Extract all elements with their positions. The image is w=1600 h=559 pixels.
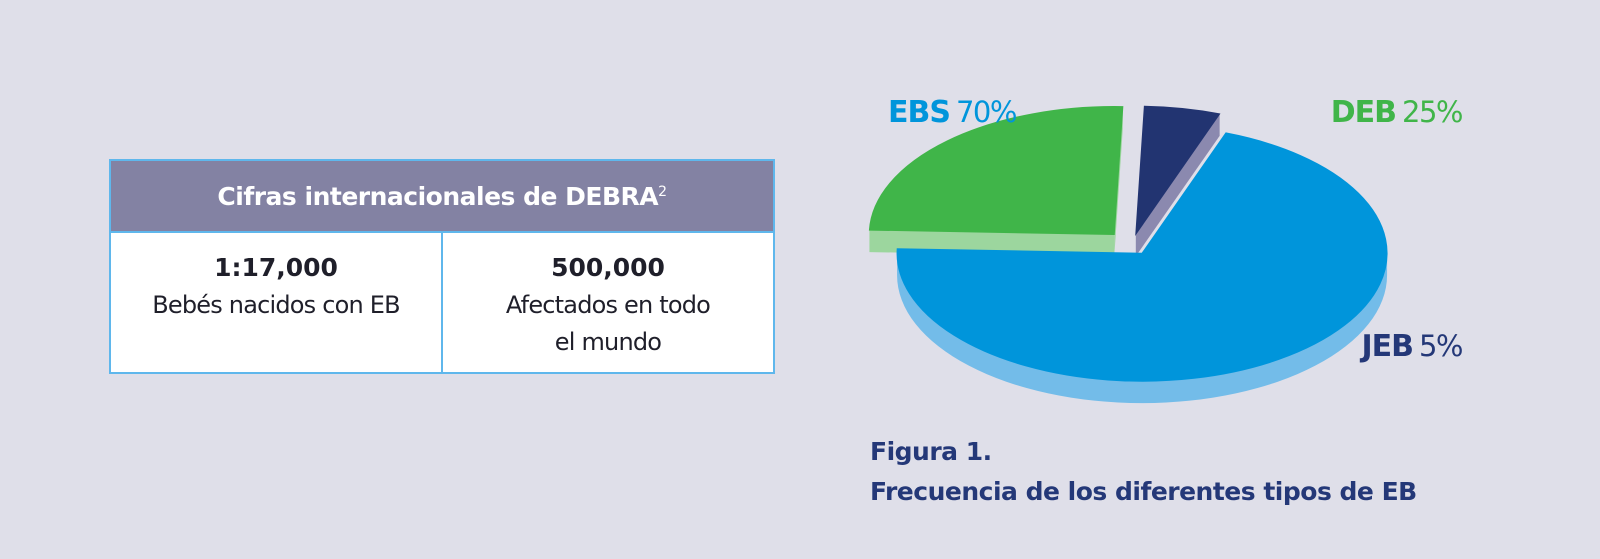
pie-side-ebs: [897, 253, 1388, 404]
pie-label-percent: 25%: [1402, 95, 1462, 129]
figure-caption-number: Figura 1.: [870, 437, 992, 466]
pie-slice-jeb: [1135, 105, 1221, 236]
pie-label-percent: 70%: [956, 95, 1016, 129]
figure-caption: Figura 1. Frecuencia de los diferentes t…: [870, 432, 1417, 512]
pie-label-code: JEB: [1359, 329, 1413, 364]
pie-slice-deb: [868, 106, 1124, 236]
stat-description: el mundo: [554, 328, 662, 356]
stats-table-body: 1:17,000 Bebés nacidos con EB 500,000 Af…: [111, 233, 773, 372]
stats-table: Cifras internacionales de DEBRA 2 1:17,00…: [109, 159, 775, 374]
stat-description: Afectados en todo: [505, 291, 711, 319]
stats-table-header: Cifras internacionales de DEBRA 2: [111, 161, 773, 233]
pie-label-jeb: JEB 5%: [1359, 329, 1462, 364]
pie-label-ebs: EBS 70%: [888, 95, 1016, 130]
pie-label-code: EBS: [888, 95, 950, 130]
pie-slice-ebs: [896, 132, 1388, 382]
stats-table-title: Cifras internacionales de DEBRA: [217, 181, 659, 211]
stat-cell-affected: 500,000 Afectados en todo el mundo: [441, 233, 773, 372]
stat-cell-births: 1:17,000 Bebés nacidos con EB: [111, 233, 441, 372]
pie-label-deb: DEB 25%: [1331, 95, 1462, 130]
pie-tops: [868, 105, 1388, 382]
pie-label-code: DEB: [1331, 95, 1396, 130]
pie-sides: [869, 106, 1388, 404]
stat-description: Bebés nacidos con EB: [152, 291, 400, 319]
figure-caption-title: Frecuencia de los diferentes tipos de EB: [870, 477, 1417, 506]
pie-label-percent: 5%: [1419, 329, 1462, 363]
stat-value: 500,000: [551, 253, 665, 282]
pie-cut-jeb: [1135, 113, 1220, 257]
stats-table-title-superscript: 2: [658, 184, 667, 200]
stat-value: 1:17,000: [214, 253, 338, 282]
